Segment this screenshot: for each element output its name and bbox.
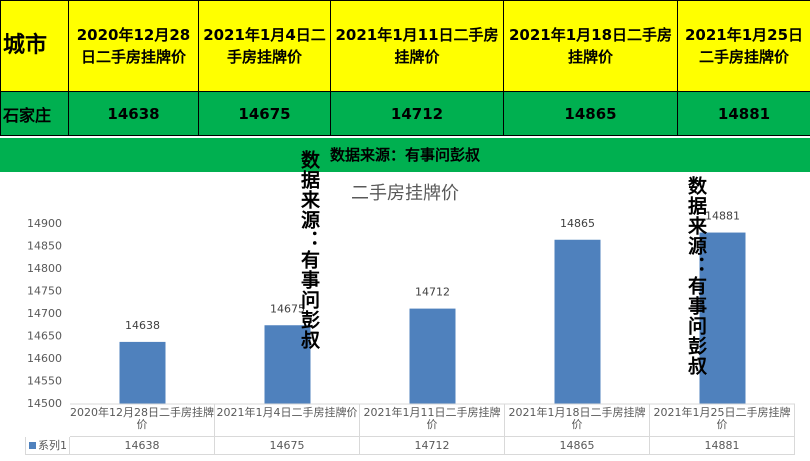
- data-table: 城市 2020年12月28日二手房挂牌价 2021年1月4日二手房挂牌价 2021年1…: [0, 0, 810, 136]
- data-label: 14638: [125, 319, 160, 332]
- table-value: 14712: [360, 437, 505, 455]
- header-cell: 2021年1月18日二手房挂牌价: [503, 0, 678, 92]
- category-cell: 2021年1月4日二手房挂牌价: [215, 404, 360, 437]
- y-tick-label: 14500: [27, 397, 62, 410]
- legend-key: [29, 442, 36, 449]
- table-value: 14881: [650, 437, 795, 455]
- table-value: 14675: [215, 437, 360, 455]
- data-label: 14865: [560, 217, 595, 230]
- header-row: 城市 2020年12月28日二手房挂牌价 2021年1月4日二手房挂牌价 2021年1…: [0, 0, 810, 92]
- cell: 14712: [330, 91, 504, 136]
- header-cell: 2020年12月28日二手房挂牌价: [68, 0, 199, 92]
- bar: [554, 239, 601, 404]
- chart: 二手房挂牌价 14500 14550 14600 14650 14700 14750 148…: [27, 183, 795, 410]
- header-cell: 2021年1月4日二手房挂牌价: [198, 0, 331, 92]
- table-value: 14638: [70, 437, 215, 455]
- y-tick-label: 14850: [27, 240, 62, 253]
- y-tick-label: 14800: [27, 262, 62, 275]
- bar: [264, 325, 311, 404]
- bar: [119, 341, 166, 404]
- legend-cell: 系列1: [25, 437, 70, 455]
- y-tick-label: 14600: [27, 352, 62, 365]
- y-tick-label: 14650: [27, 330, 62, 343]
- data-label: 14881: [705, 210, 740, 223]
- y-tick-label: 14700: [27, 307, 62, 320]
- header-cell: 2021年1月11日二手房挂牌价: [330, 0, 504, 92]
- watermark: 数据来源：有事问彭叔: [685, 176, 707, 376]
- source-banner: 数据来源：有事问彭叔: [0, 138, 810, 172]
- bar: [699, 232, 746, 404]
- category-cell: 2021年1月18日二手房挂牌价: [505, 404, 650, 437]
- y-tick-label: 14900: [27, 217, 62, 230]
- header-cell: 城市: [0, 0, 69, 92]
- y-tick-label: 14750: [27, 285, 62, 298]
- data-row: 石家庄 14638 14675 14712 14865 14881: [0, 91, 810, 136]
- cell: 14865: [503, 91, 678, 136]
- cell: 14638: [68, 91, 199, 136]
- category-cell: 2021年1月25日二手房挂牌价: [650, 404, 795, 437]
- chart-title: 二手房挂牌价: [351, 183, 459, 204]
- table-value: 14865: [505, 437, 650, 455]
- header-cell: 2021年1月25日二手房挂牌价: [677, 0, 810, 92]
- bar: [409, 308, 456, 404]
- data-label: 14712: [415, 286, 450, 299]
- cell: 14675: [198, 91, 331, 136]
- y-tick-label: 14550: [27, 375, 62, 388]
- cell: 14881: [677, 91, 810, 136]
- category-cell: 2020年12月28日二手房挂牌价: [70, 404, 215, 437]
- cell: 石家庄: [0, 91, 69, 136]
- data-label: 14675: [270, 302, 305, 315]
- legend-label: 系列1: [38, 439, 67, 452]
- watermark: 数据来源：有事问彭叔: [298, 150, 320, 350]
- category-cell: 2021年1月11日二手房挂牌价: [360, 404, 505, 437]
